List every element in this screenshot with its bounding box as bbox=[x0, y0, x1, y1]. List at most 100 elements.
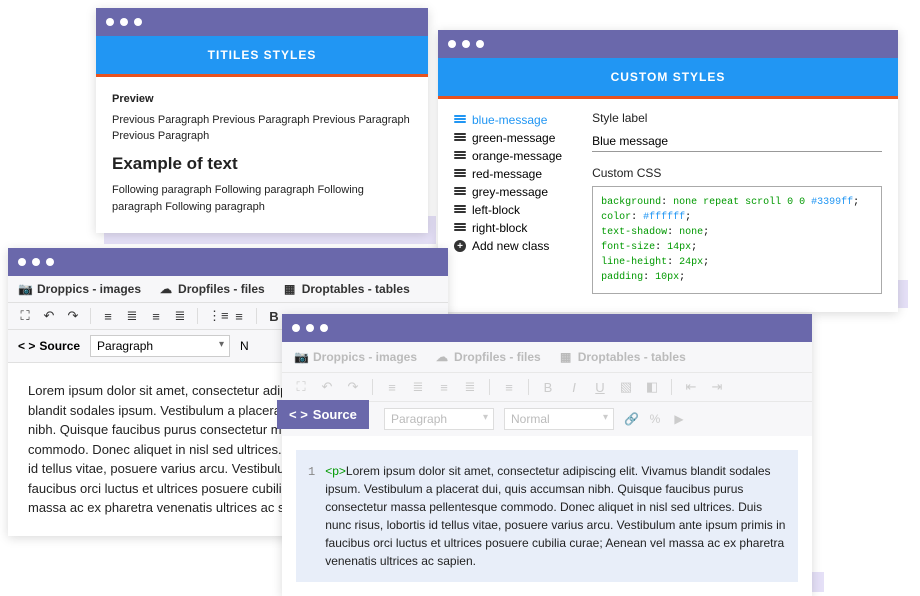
following-paragraph: Following paragraph Following paragraph … bbox=[112, 182, 412, 215]
code-icon: < > bbox=[18, 339, 35, 353]
paragraph-select[interactable]: Paragraph bbox=[90, 335, 230, 357]
preview-body: Preview Previous Paragraph Previous Para… bbox=[96, 77, 428, 233]
stack-icon bbox=[454, 223, 466, 233]
list-ol-icon[interactable]: ≡ bbox=[232, 309, 246, 324]
expand-icon[interactable]: ⛶ bbox=[18, 308, 32, 324]
source-editor-window: 📷Droppics - images ☁Dropfiles - files ▦D… bbox=[282, 314, 812, 596]
indent-icon: ⇤ bbox=[684, 379, 698, 395]
class-label: right-block bbox=[472, 221, 527, 235]
table-icon: ▦ bbox=[283, 282, 297, 296]
source-button-active[interactable]: < >Source bbox=[277, 400, 369, 429]
add-new-label: Add new class bbox=[472, 239, 549, 253]
class-item-left-block[interactable]: left-block bbox=[454, 201, 562, 219]
source-content: Lorem ipsum dolor sit amet, consectetur … bbox=[325, 464, 785, 568]
paragraph-value: Paragraph bbox=[391, 412, 447, 426]
droppics-label: Droppics - images bbox=[313, 350, 417, 364]
class-item-blue-message[interactable]: blue-message bbox=[454, 111, 562, 129]
align-center-icon[interactable]: ≣ bbox=[125, 308, 139, 324]
previous-paragraph: Previous Paragraph Previous Paragraph Pr… bbox=[112, 112, 412, 145]
play-icon: ▶ bbox=[672, 412, 686, 426]
window-dot bbox=[106, 18, 114, 26]
custom-css-box[interactable]: background: none repeat scroll 0 0 #3399… bbox=[592, 186, 882, 294]
droptables-label: Droptables - tables bbox=[302, 282, 410, 296]
source-text: <p>Lorem ipsum dolor sit amet, consectet… bbox=[325, 462, 786, 570]
percent-icon: % bbox=[648, 412, 662, 426]
class-label: red-message bbox=[472, 167, 542, 181]
window-dot bbox=[320, 324, 328, 332]
redo-icon[interactable]: ↷ bbox=[66, 308, 80, 324]
list-icon: ≡ bbox=[502, 380, 516, 395]
expand-icon: ⛶ bbox=[294, 379, 308, 395]
add-new-class[interactable]: +Add new class bbox=[454, 237, 562, 255]
dropfiles-button[interactable]: ☁ Dropfiles - files bbox=[159, 282, 265, 296]
separator bbox=[372, 379, 373, 395]
align-justify-icon[interactable]: ≣ bbox=[173, 308, 187, 324]
redo-icon: ↷ bbox=[346, 379, 360, 395]
italic-icon: I bbox=[567, 380, 581, 395]
droppics-button-disabled: 📷 Droppics - images bbox=[294, 350, 417, 364]
separator bbox=[528, 379, 529, 395]
n-label: N bbox=[240, 339, 249, 353]
style-label-title: Style label bbox=[592, 111, 882, 125]
link-icon: 🔗 bbox=[624, 412, 638, 426]
separator bbox=[489, 379, 490, 395]
window-dot bbox=[120, 18, 128, 26]
droptables-label: Droptables - tables bbox=[578, 350, 686, 364]
titles-styles-window: TITILES STYLES Preview Previous Paragrap… bbox=[96, 8, 428, 233]
separator bbox=[256, 308, 257, 324]
stack-icon bbox=[454, 133, 466, 143]
custom-styles-window: CUSTOM STYLES blue-message green-message… bbox=[438, 30, 898, 312]
source-code-area[interactable]: 1 <p>Lorem ipsum dolor sit amet, consect… bbox=[296, 450, 798, 582]
bold-icon: B bbox=[541, 380, 555, 395]
class-item-right-block[interactable]: right-block bbox=[454, 219, 562, 237]
droptables-button-disabled: ▦Droptables - tables bbox=[559, 350, 686, 364]
window-dot bbox=[306, 324, 314, 332]
undo-icon[interactable]: ↶ bbox=[42, 308, 56, 324]
source-label: Source bbox=[39, 339, 80, 353]
separator bbox=[197, 308, 198, 324]
color-icon: ◧ bbox=[645, 379, 659, 395]
camera-icon: 📷 bbox=[294, 350, 308, 364]
stack-icon bbox=[454, 151, 466, 161]
class-label: left-block bbox=[472, 203, 520, 217]
titlebar bbox=[438, 30, 898, 58]
camera-icon: 📷 bbox=[18, 282, 32, 296]
class-label: blue-message bbox=[472, 113, 547, 127]
list-ul-icon[interactable]: ⋮≡ bbox=[208, 308, 222, 324]
class-item-red-message[interactable]: red-message bbox=[454, 165, 562, 183]
window-dot bbox=[476, 40, 484, 48]
class-item-orange-message[interactable]: orange-message bbox=[454, 147, 562, 165]
class-item-green-message[interactable]: green-message bbox=[454, 129, 562, 147]
class-label: grey-message bbox=[472, 185, 548, 199]
image-icon: ▧ bbox=[619, 379, 633, 395]
dropfiles-label: Dropfiles - files bbox=[178, 282, 265, 296]
cloud-icon: ☁ bbox=[159, 282, 173, 296]
window-dot bbox=[448, 40, 456, 48]
window-dot bbox=[292, 324, 300, 332]
droppics-button[interactable]: 📷Droppics - images bbox=[18, 282, 141, 296]
droptables-button[interactable]: ▦ Droptables - tables bbox=[283, 282, 410, 296]
cloud-icon: ☁ bbox=[435, 350, 449, 364]
line-number: 1 bbox=[308, 462, 315, 570]
paragraph-value: Paragraph bbox=[97, 339, 153, 353]
align-right-icon: ≡ bbox=[437, 380, 451, 395]
separator bbox=[90, 308, 91, 324]
plugin-toolbar: 📷Droppics - images ☁ Dropfiles - files ▦ D… bbox=[8, 276, 448, 303]
window-dot bbox=[46, 258, 54, 266]
align-right-icon[interactable]: ≡ bbox=[149, 309, 163, 324]
underline-icon: U bbox=[593, 380, 607, 395]
normal-select-disabled: Normal bbox=[504, 408, 614, 430]
align-left-icon[interactable]: ≡ bbox=[101, 309, 115, 324]
class-label: green-message bbox=[472, 131, 555, 145]
window-dot bbox=[462, 40, 470, 48]
style-label-input[interactable] bbox=[592, 131, 882, 152]
class-list: blue-message green-message orange-messag… bbox=[454, 111, 562, 294]
icon-toolbar-disabled: ⛶ ↶ ↷ ≡ ≣ ≡ ≣ ≡ B I U ▧ ◧ ⇤ ⇥ bbox=[282, 373, 812, 402]
titles-styles-header: TITILES STYLES bbox=[96, 36, 428, 77]
class-item-grey-message[interactable]: grey-message bbox=[454, 183, 562, 201]
bold-icon[interactable]: B bbox=[267, 309, 281, 324]
stack-icon bbox=[454, 205, 466, 215]
titlebar bbox=[8, 248, 448, 276]
source-button[interactable]: < > Source bbox=[18, 339, 80, 353]
style-detail-panel: Style label Custom CSS background: none … bbox=[592, 111, 882, 294]
